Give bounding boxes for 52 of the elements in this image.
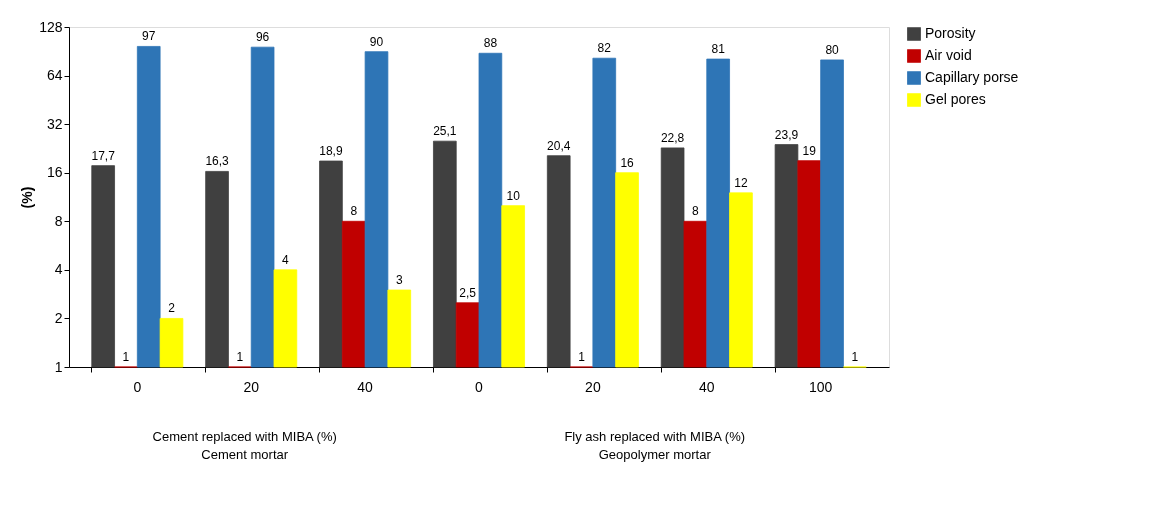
data-label: 16,3 (205, 154, 230, 169)
data-label: 18,9 (319, 144, 343, 159)
x-tick-label: 40 (357, 378, 374, 395)
data-label: 2 (168, 301, 176, 316)
data-label: 19 (802, 143, 817, 158)
data-label: 8 (350, 204, 358, 219)
x-tick-label: 0 (475, 378, 484, 395)
data-label: 25,1 (433, 124, 457, 139)
data-label: 1 (236, 350, 244, 364)
y-tick-label: 8 (54, 212, 63, 229)
data-label: 96 (255, 30, 270, 45)
y-tick-label: 64 (46, 67, 63, 84)
y-tick-label: 1 (54, 358, 63, 375)
y-axis-title: (%) (19, 186, 36, 209)
data-label: 90 (369, 34, 384, 49)
data-label: 97 (142, 29, 156, 44)
text: Geopolymer mortar (598, 447, 712, 462)
x-tick-label: 20 (585, 378, 601, 395)
data-label: 12 (734, 175, 748, 190)
data-label: 1 (851, 350, 859, 364)
data-label: 82 (597, 41, 612, 56)
data-label: 3 (395, 273, 403, 288)
data-label: 10 (506, 188, 521, 203)
y-tick-label: 32 (46, 115, 63, 132)
x-tick-label: 0 (133, 378, 142, 395)
legend-label: Porosity (925, 25, 976, 41)
data-label: 17,7 (91, 148, 116, 163)
data-label: 80 (825, 42, 840, 57)
data-label: 16 (620, 155, 635, 170)
x-tick-label: 40 (698, 378, 715, 395)
y-tick-label: 2 (54, 309, 63, 326)
x-tick-label: 100 (808, 378, 833, 395)
legend-label: Gel pores (925, 91, 986, 107)
legend-label: Capillary porse (925, 69, 1019, 85)
data-label: 4 (282, 252, 290, 267)
y-tick-label: 4 (54, 261, 63, 278)
text: Cement mortar (201, 447, 289, 462)
data-label: 88 (483, 36, 498, 51)
text: Fly ash replaced with MIBA (%) (564, 429, 746, 444)
text: Cement replaced with MIBA (%) (152, 429, 337, 444)
x-tick-label: 20 (243, 378, 260, 395)
data-label: 23,9 (774, 127, 799, 142)
data-label: 1 (578, 350, 586, 364)
data-label: 1 (122, 350, 130, 364)
data-label: 81 (711, 42, 726, 57)
y-tick-label: 16 (46, 164, 63, 181)
data-label: 8 (692, 204, 700, 219)
legend-label: Air void (925, 47, 972, 63)
data-label: 22,8 (660, 130, 685, 145)
data-label: 20,4 (547, 138, 571, 153)
data-label: 2,5 (459, 285, 477, 300)
y-tick-label: 128 (39, 18, 63, 35)
